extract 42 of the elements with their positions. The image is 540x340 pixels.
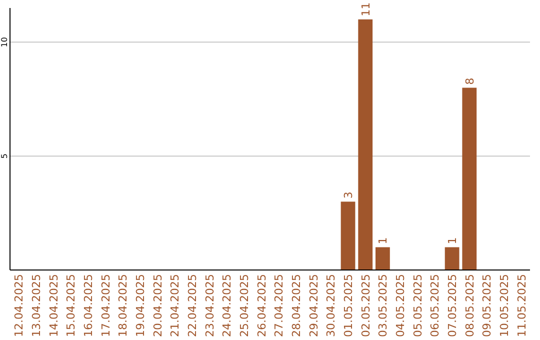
x-tick-label: 04.05.2025 [394,274,408,337]
x-tick-label: 24.04.2025 [220,274,234,337]
x-tick-label: 13.04.2025 [30,274,43,337]
x-tick-label: 28.04.2025 [290,274,304,337]
x-tick-label: 19.04.2025 [134,274,147,337]
bar [462,88,477,270]
x-tick-label: 26.04.2025 [255,274,268,337]
data-label: 11 [359,2,372,16]
x-tick-label: 23.04.2025 [203,274,216,337]
x-tick-label: 25.04.2025 [238,274,251,337]
data-label: 1 [446,237,460,244]
x-tick-label: 03.05.2025 [376,274,390,337]
x-tick-label: 06.05.2025 [428,274,442,337]
bar [358,19,373,270]
x-tick-label: 02.05.2025 [359,274,372,337]
x-tick-label: 12.04.2025 [12,274,26,337]
x-tick-label: 27.04.2025 [272,274,286,337]
y-tick-label: 10 [0,37,9,48]
x-tick-label: 15.04.2025 [64,274,78,337]
data-label: 3 [342,192,356,199]
x-tick-label: 21.04.2025 [168,274,182,337]
data-label: 8 [463,78,476,85]
x-tick-label: 01.05.2025 [342,274,356,337]
y-tick-label: 5 [0,154,9,159]
x-tick-label: 18.04.2025 [116,274,130,337]
x-tick-label: 17.04.2025 [99,274,112,337]
bar [340,202,356,270]
data-label: 1 [376,237,390,244]
x-tick-label: 30.04.2025 [324,274,338,337]
bar [444,247,460,270]
x-tick-label: 29.04.2025 [307,274,320,337]
x-tick-label: 07.05.2025 [446,274,460,337]
x-tick-label: 05.05.2025 [411,274,424,337]
x-tick-label: 11.05.2025 [515,274,528,337]
x-tick-label: 08.05.2025 [463,274,476,337]
x-tick-label: 22.04.2025 [186,274,199,337]
bar [376,247,390,270]
x-tick-label: 14.04.2025 [47,274,60,337]
x-tick-label: 09.05.2025 [480,274,494,337]
x-tick-label: 16.04.2025 [82,274,95,337]
x-tick-label: 20.04.2025 [151,274,164,337]
x-tick-label: 10.05.2025 [498,274,512,337]
